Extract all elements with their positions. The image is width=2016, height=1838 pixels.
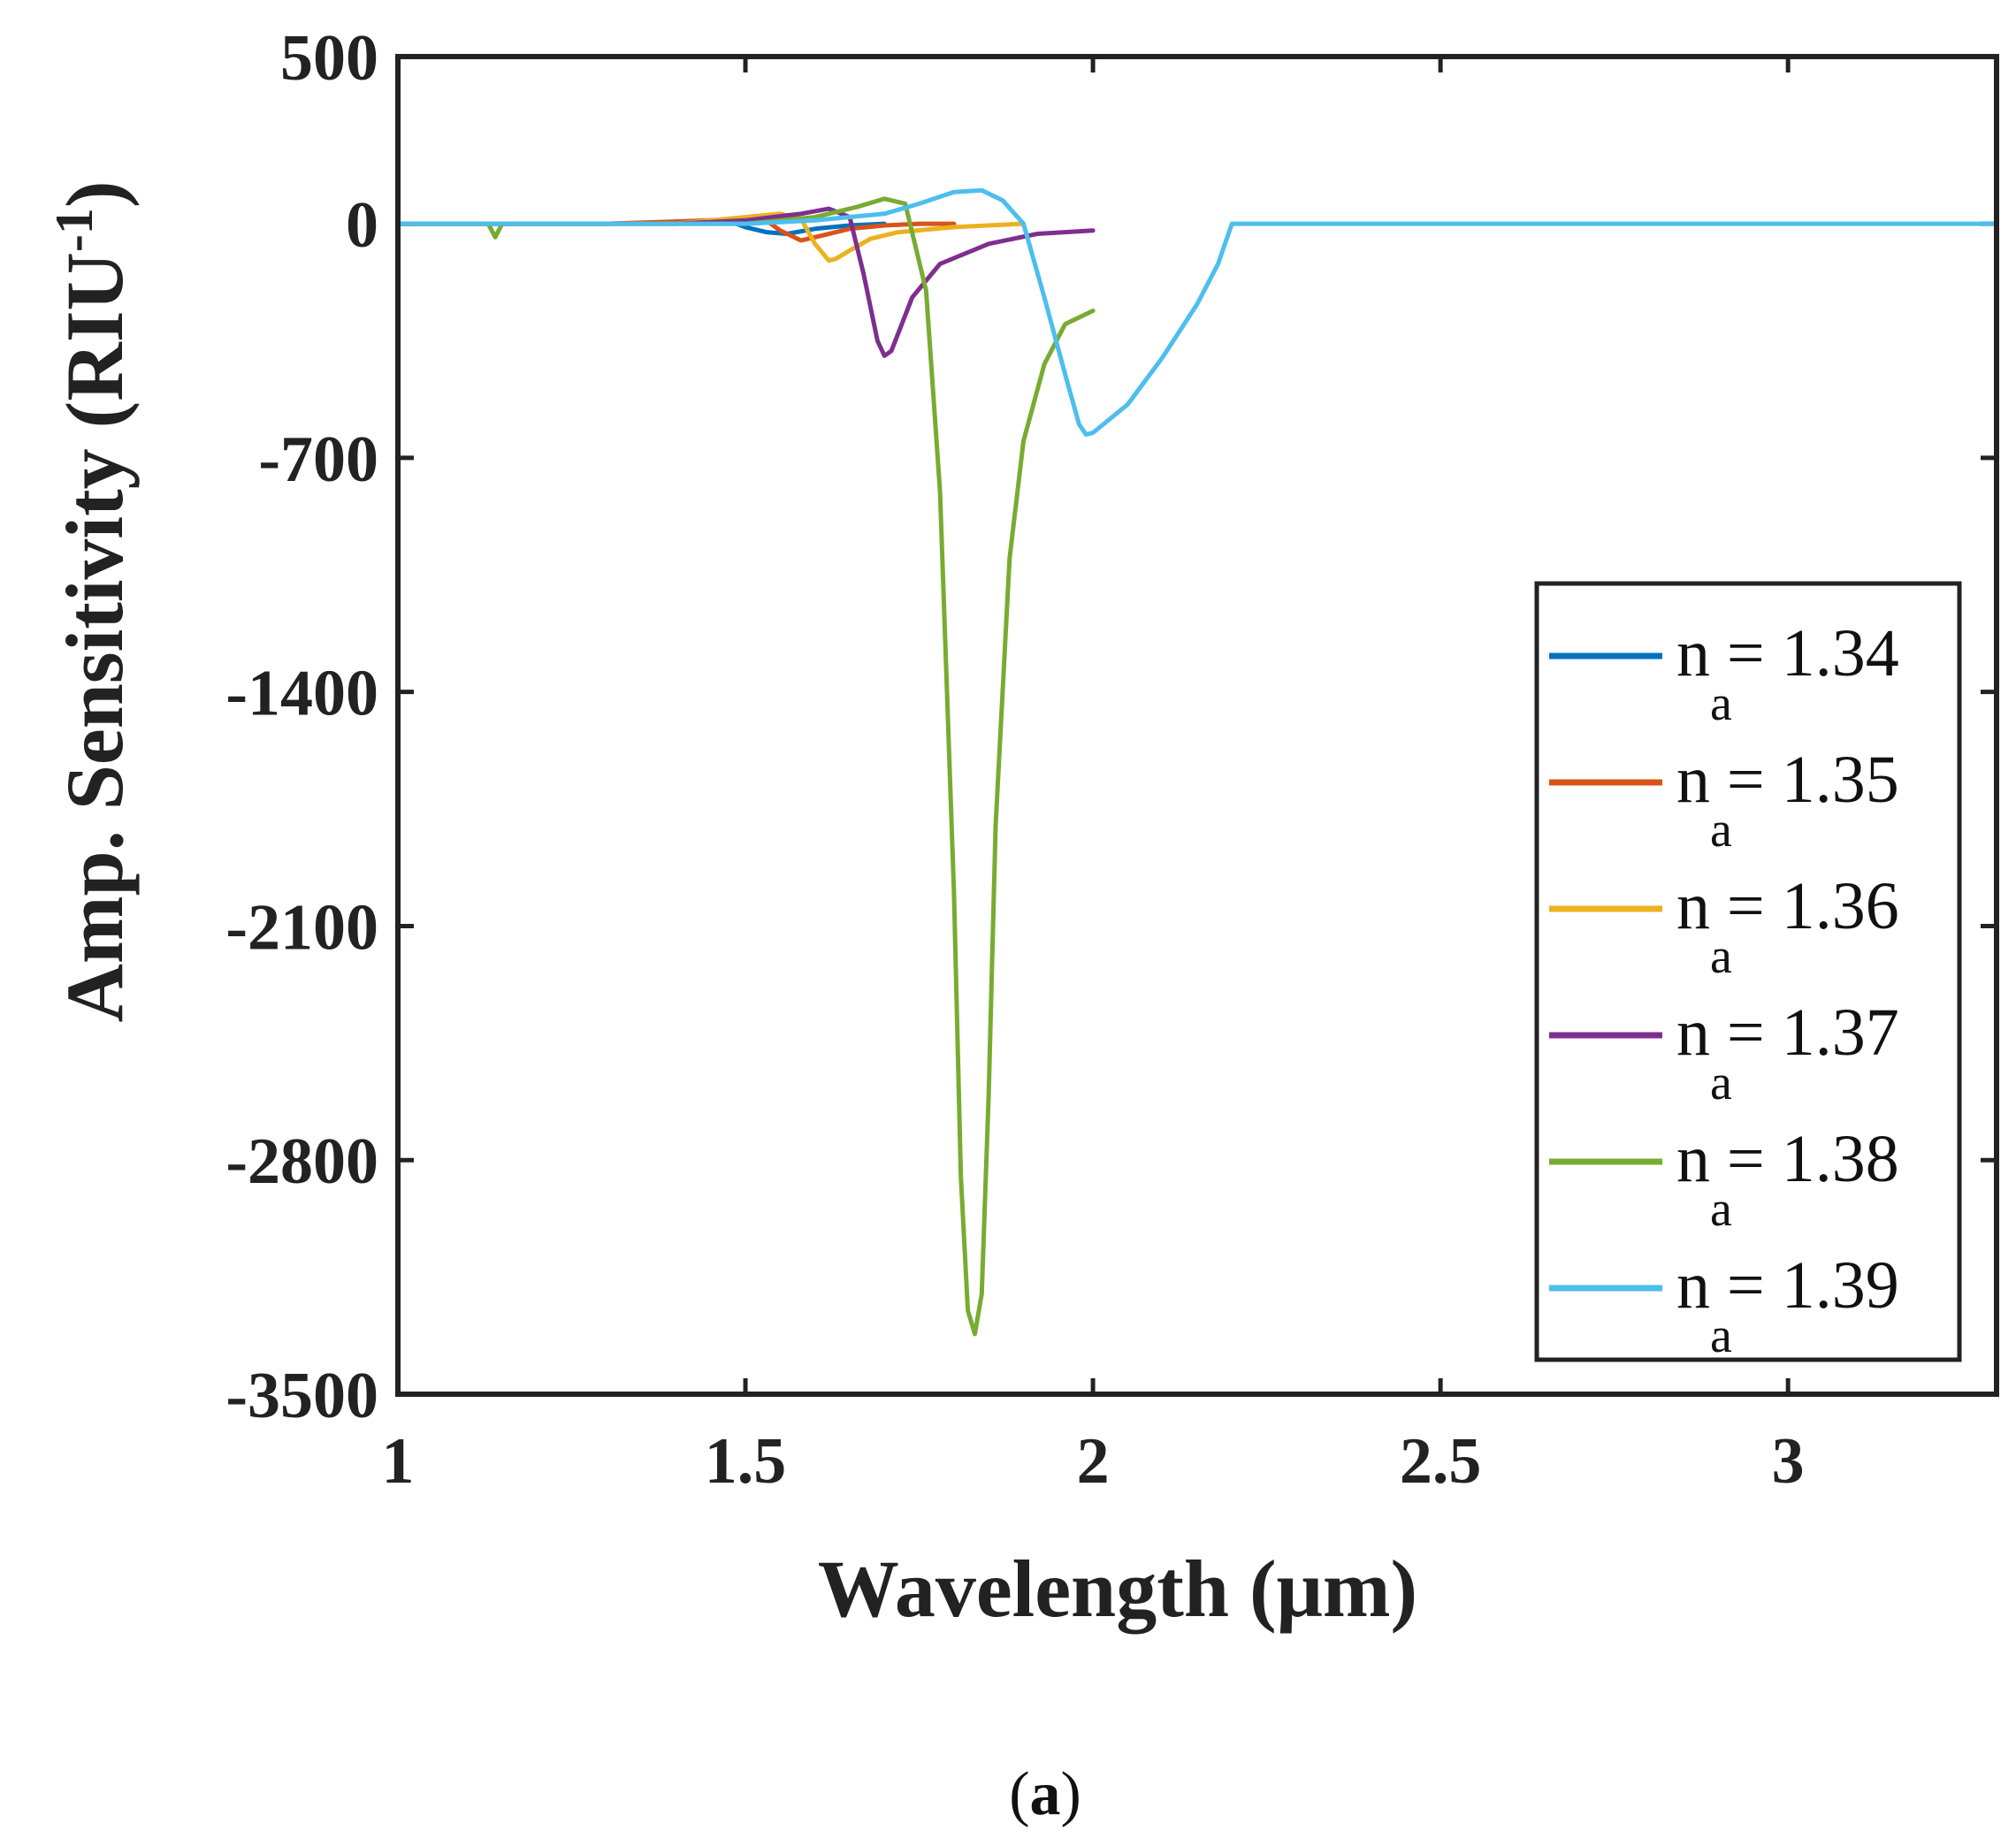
legend-label-n: n	[1676, 995, 1710, 1070]
legend-label-n: n	[1676, 1248, 1710, 1323]
y-tick-label: 0	[346, 189, 378, 262]
caption-open-paren: (	[1009, 1760, 1029, 1828]
legend-label-value: = 1.35	[1727, 743, 1899, 817]
series-line-6	[395, 187, 1999, 437]
legend-label-value: = 1.38	[1727, 1122, 1899, 1196]
figure-caption: (a)	[1009, 1760, 1081, 1828]
legend-label-n: n	[1676, 869, 1710, 943]
y-tick-labels: 500 0 -700 -1400 -2100 -2800 -3500	[225, 22, 378, 1432]
x-tick-label: 3	[1772, 1425, 1805, 1498]
y-tick-label: -2100	[225, 891, 378, 964]
x-tick-labels: 1 1.5 2 2.5 3	[382, 1425, 1805, 1498]
legend-label-n: n	[1676, 616, 1710, 690]
x-tick-label: 1	[382, 1425, 415, 1498]
legend-label-value: = 1.39	[1727, 1248, 1899, 1323]
legend-label-subscript: a	[1710, 1182, 1732, 1237]
series-line-5	[395, 196, 1096, 1337]
legend-label-subscript: a	[1710, 929, 1732, 984]
legend-label-2: na= 1.35	[1676, 743, 1899, 858]
x-tick-label: 2	[1077, 1425, 1110, 1498]
legend-label-n: n	[1676, 1122, 1710, 1196]
legend-label-subscript: a	[1710, 676, 1732, 731]
x-tick-label: 2.5	[1400, 1425, 1482, 1498]
legend-label-value: = 1.34	[1727, 616, 1899, 690]
x-axis-label: Wavelength (μm)	[818, 1544, 1417, 1634]
legend-label-value: = 1.37	[1727, 995, 1899, 1070]
caption-letter: a	[1030, 1760, 1061, 1828]
legend-label-6: na= 1.39	[1676, 1248, 1899, 1363]
legend-box	[1534, 581, 1962, 1362]
legend-label-subscript: a	[1710, 803, 1732, 858]
y-tick-label: -3500	[225, 1360, 378, 1432]
y-axis-label-close: )	[50, 180, 140, 208]
y-axis-label: Amp. Sensitivity (RIU-1)	[45, 180, 140, 1022]
plot-frame	[395, 54, 1999, 1397]
legend-label-n: n	[1676, 743, 1710, 817]
y-tick-label: 500	[280, 22, 378, 95]
legend-label-1: na= 1.34	[1676, 616, 1899, 731]
series-lines	[395, 187, 1999, 1337]
x-tick-label: 1.5	[705, 1425, 787, 1498]
y-axis-label-main: Amp. Sensitivity (RIU	[50, 252, 140, 1022]
legend-label-5: na= 1.38	[1676, 1122, 1899, 1237]
y-tick-label: -2800	[225, 1125, 378, 1198]
legend-label-subscript: a	[1710, 1308, 1732, 1363]
y-tick-label: -700	[258, 423, 378, 496]
legend-label-subscript: a	[1710, 1056, 1732, 1110]
series-line-4	[395, 206, 1096, 358]
y-axis-label-superscript: -1	[45, 208, 103, 252]
legend-label-3: na= 1.36	[1676, 869, 1899, 984]
y-tick-label: -1400	[225, 658, 378, 730]
legend-label-value: = 1.36	[1727, 869, 1899, 943]
series-line-3	[395, 211, 1026, 263]
legend-label-4: na= 1.37	[1676, 995, 1899, 1110]
caption-close-paren: )	[1061, 1760, 1081, 1828]
